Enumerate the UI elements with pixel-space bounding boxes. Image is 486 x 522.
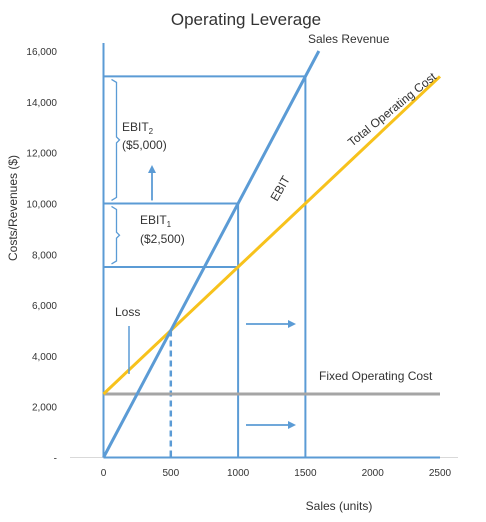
sales-revenue-line bbox=[102, 50, 321, 459]
ebit2-value: ($5,000) bbox=[122, 138, 167, 152]
x-tick-label: 500 bbox=[162, 468, 179, 479]
annotation-marks bbox=[111, 78, 296, 429]
y-tick-label: 10,000 bbox=[26, 199, 57, 210]
y-tick-label: 2,000 bbox=[32, 403, 57, 414]
x-tick-label: 0 bbox=[101, 468, 107, 479]
total-operating-cost-line bbox=[102, 75, 442, 396]
ebit1-bracket bbox=[111, 205, 121, 265]
ebit2-bracket bbox=[111, 78, 121, 201]
y-axis-label: Costs/Revenues ($) bbox=[6, 155, 20, 261]
ebit2-subscript: 2 bbox=[149, 127, 154, 136]
x-tick-label: 1500 bbox=[294, 468, 317, 479]
ebit1-subscript: 1 bbox=[167, 220, 172, 229]
loss-label: Loss bbox=[115, 305, 140, 319]
chart-title: Operating Leverage bbox=[171, 10, 321, 29]
x-tick-labels: 0 500 1000 1500 2000 2500 bbox=[101, 468, 452, 479]
y-tick-labels: - 2,000 4,000 6,000 8,000 10,000 12,000 14,000 1… bbox=[26, 47, 57, 465]
x-tick-label: 1000 bbox=[227, 468, 250, 479]
y-tick-label: 6,000 bbox=[32, 301, 57, 312]
total-operating-cost-label: Total Operating Cost bbox=[345, 69, 439, 149]
y-tick-label: 8,000 bbox=[32, 250, 57, 261]
fixed-operating-cost-label: Fixed Operating Cost bbox=[319, 369, 433, 383]
y-tick-label: 16,000 bbox=[26, 47, 57, 58]
ebit1-label: EBIT1 bbox=[140, 213, 172, 229]
x-tick-label: 2500 bbox=[429, 468, 452, 479]
y-tick-label: - bbox=[54, 454, 57, 465]
y-tick-label: 4,000 bbox=[32, 352, 57, 363]
ebit1-value: ($2,500) bbox=[140, 232, 185, 246]
y-tick-label: 14,000 bbox=[26, 98, 57, 109]
ebit2-label: EBIT2 bbox=[122, 120, 154, 136]
ebit-line-label: EBIT bbox=[267, 173, 293, 204]
x-tick-label: 2000 bbox=[362, 468, 385, 479]
sales-revenue-label: Sales Revenue bbox=[308, 32, 390, 46]
series-lines bbox=[102, 50, 442, 459]
y-tick-label: 12,000 bbox=[26, 149, 57, 160]
x-axis-label: Sales (units) bbox=[306, 499, 373, 513]
